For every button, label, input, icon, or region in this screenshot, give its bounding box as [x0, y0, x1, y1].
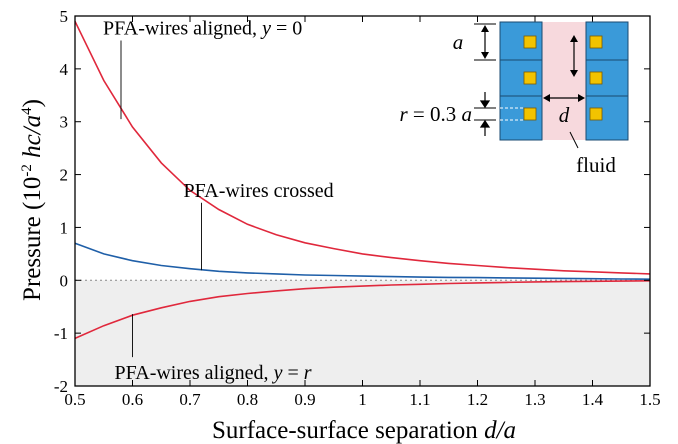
wire [589, 71, 603, 85]
x-tick-label: 0.9 [294, 390, 315, 409]
wire [523, 107, 537, 121]
series-line-1 [74, 20, 651, 275]
annotation-aligned0: PFA-wires aligned, y = 0 [103, 18, 302, 40]
y-tick-label: 3 [60, 113, 69, 132]
x-tick-label: 1.5 [639, 390, 660, 409]
x-tick-label: 0.6 [122, 390, 143, 409]
x-tick-label: 1.2 [467, 390, 488, 409]
inset-schematic: a r = 0.3 a d fluid [399, 21, 629, 177]
x-tick-label: 0.5 [64, 390, 85, 409]
wire [523, 71, 537, 85]
y-tick-label: 1 [60, 218, 69, 237]
wire [589, 35, 603, 49]
series-line-2 [74, 242, 651, 280]
separation-label: d [559, 103, 570, 127]
y-tick-label: -1 [54, 324, 68, 343]
annotation-crossed: PFA-wires crossed [184, 180, 334, 202]
period-label: a [453, 30, 464, 54]
x-tick-label: 1.1 [409, 390, 430, 409]
x-tick-label: 1.3 [524, 390, 545, 409]
y-tick-label: 0 [60, 271, 69, 290]
r-arrow-top [479, 92, 491, 109]
annotation-alignedr: PFA-wires aligned, y = r [115, 362, 312, 384]
x-tick-label: 0.8 [237, 390, 258, 409]
fluid-label: fluid [576, 153, 616, 177]
tick-layer: 0.5 0.6 0.7 0.8 0.9 1 1.1 1.2 1.3 1.4 1.5 -2 -1 0 1 2 3 4… [54, 7, 661, 409]
series-layer [74, 20, 651, 340]
wire [589, 107, 603, 121]
y-axis-title: Pressure (10-2 hc/a4) [19, 99, 46, 301]
x-tick-label: 1.4 [582, 390, 604, 409]
r-arrow-bottom [479, 119, 491, 136]
y-tick-label: 2 [60, 166, 69, 185]
y-tick-label: -2 [54, 377, 68, 396]
x-tick-label: 0.7 [179, 390, 201, 409]
arrow-head [481, 25, 489, 59]
y-tick-label: 5 [60, 7, 69, 26]
y-tick-label: 4 [60, 60, 69, 79]
negative-region-shade [75, 280, 650, 386]
series-line-3 [74, 280, 651, 340]
wire [523, 35, 537, 49]
x-tick-label: 1 [358, 390, 367, 409]
fluid-gap [542, 22, 586, 140]
wire-radius-label: r = 0.3 a [399, 102, 472, 126]
fluid-pointer [569, 131, 579, 149]
x-axis-title: Surface-surface separation d/a [212, 417, 516, 444]
annotation-layer: PFA-wires aligned, y = 0 PFA-wires crosse… [103, 18, 334, 385]
